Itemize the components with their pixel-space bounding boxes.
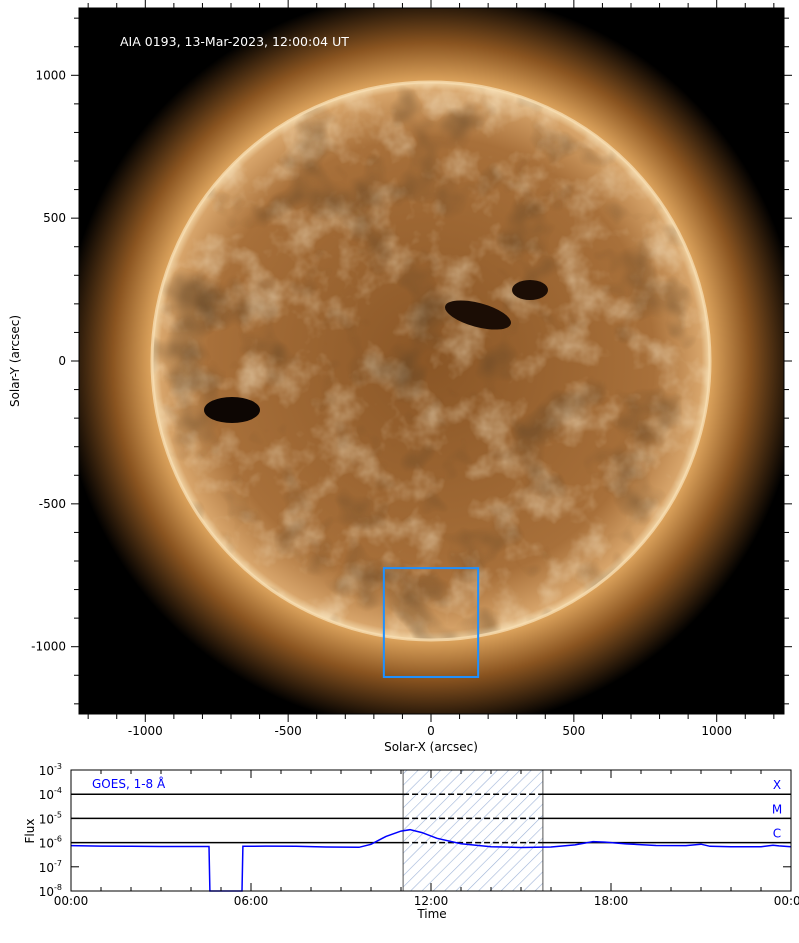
y-tick-label: 10-8 (39, 883, 62, 899)
flare-class-label: C (773, 827, 781, 841)
x-tick-label: -1000 (128, 724, 163, 738)
x-axis-label: Solar-X (arcsec) (384, 740, 478, 754)
y-tick-label: 10-5 (39, 810, 62, 826)
y-axis-label: Flux (23, 819, 37, 844)
y-axis-label: Solar-Y (arcsec) (8, 315, 22, 407)
y-tick-label: 10-7 (39, 859, 62, 875)
region-box[interactable] (382, 567, 480, 678)
y-tick-label: -500 (39, 497, 66, 511)
y-tick-label: 10-6 (39, 835, 62, 851)
legend-text: GOES, 1-8 Å (92, 776, 166, 791)
solar-image (79, 8, 784, 714)
y-tick-label: 1000 (35, 68, 66, 82)
image-title: AIA 0193, 13-Mar-2023, 12:00:04 UT (120, 34, 349, 49)
x-tick-label: 12:00 (414, 894, 449, 908)
coronal-hole (204, 397, 260, 423)
x-tick-label: 00:00 (774, 894, 799, 908)
y-tick-label: 500 (43, 211, 66, 225)
y-tick-label: 0 (58, 354, 66, 368)
x-tick-label: 06:00 (234, 894, 269, 908)
x-tick-label: 0 (427, 724, 435, 738)
x-tick-label: 00:00 (54, 894, 89, 908)
y-tick-label: 10-3 (39, 762, 62, 778)
x-tick-label: -500 (275, 724, 302, 738)
flare-class-label: X (773, 778, 781, 792)
flare-class-label: M (772, 802, 782, 816)
y-tick-label: 10-4 (39, 786, 62, 802)
coronal-hole (512, 280, 548, 300)
goes-plot: XMC 00:00 06:00 12:00 18:00 00:00 10-3 10-4 10-5… (23, 762, 799, 921)
goes-flux-line (70, 828, 792, 892)
image-axes: -1000 -500 0 500 1000 -1000 -500 0 500 1000 (31, 0, 792, 738)
x-tick-label: 1000 (701, 724, 732, 738)
y-tick-label: -1000 (31, 640, 66, 654)
x-tick-label: 500 (562, 724, 585, 738)
coronal-hole (445, 300, 511, 330)
x-axis-label: Time (416, 907, 446, 921)
shaded-interval (402, 769, 544, 892)
x-tick-label: 18:00 (594, 894, 629, 908)
